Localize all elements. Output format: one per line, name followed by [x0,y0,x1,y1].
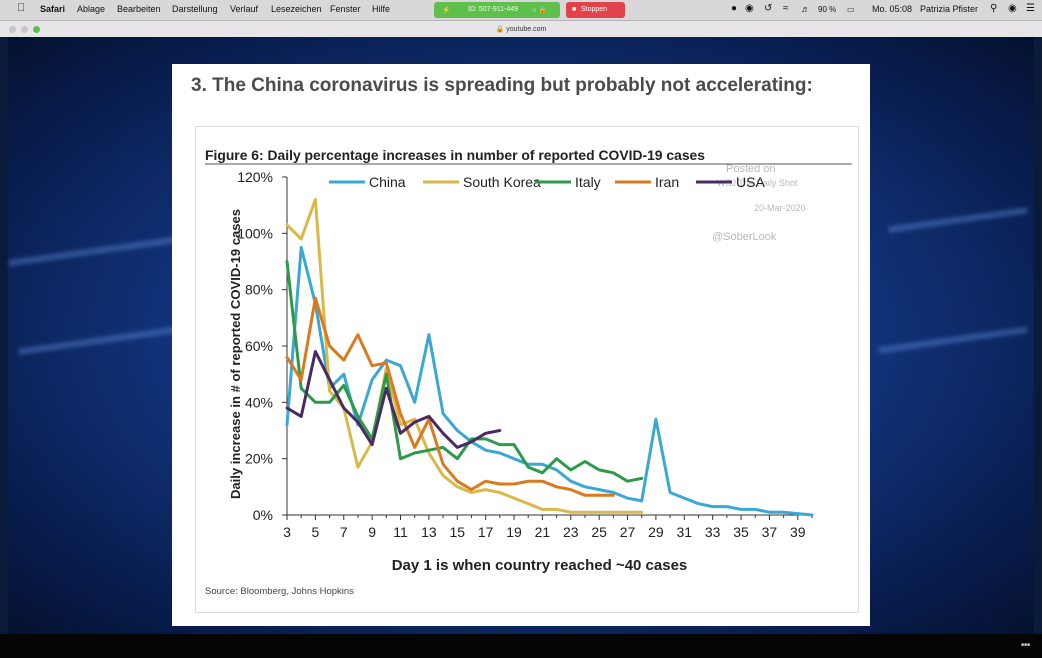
y-tick-label: 120% [237,169,273,185]
chart-title: Figure 6: Daily percentage increases in … [205,147,705,163]
background-light-streak [878,326,1028,354]
meeting-id: ID: 507-911-449 [468,6,519,13]
x-tick-label: 39 [790,524,806,540]
y-tick-label: 100% [237,225,273,241]
apple-menu-icon[interactable]:  [17,2,25,14]
lock-icon: ○ 🔒 [532,7,547,14]
address-bar[interactable]: 🔒 youtube.com [0,25,1042,33]
time-machine-icon[interactable]: ↺ [764,3,773,14]
stop-label: Stoppen [581,6,608,13]
lock-icon: 🔒 [495,26,505,33]
meeting-icon: ⚡ [442,7,451,14]
series-line-iran [285,296,615,497]
x-tick-label: 13 [421,524,437,540]
siri-icon[interactable]: ◉ [1008,3,1017,14]
stop-button[interactable]: ■ Stoppen [566,2,625,18]
x-tick-label: 7 [340,524,348,540]
app-menu[interactable]: Safari [40,4,66,14]
menu-darstellung[interactable]: Darstellung [172,4,218,14]
x-axis-label: Day 1 is when country reached ~40 cases [392,557,688,574]
status-icon[interactable]: ◉ [745,3,754,14]
x-tick-label: 37 [762,524,778,540]
minimize-window-button[interactable] [21,26,28,33]
clock[interactable]: Mo. 05:08 [872,4,913,14]
x-tick-label: 23 [563,524,579,540]
annotation-source: WSJ The Daily Shot [717,178,798,188]
x-tick-label: 27 [620,524,636,540]
battery-icon[interactable]: ▭ [847,5,855,14]
menu-bar:  Safari Ablage Bearbeiten Darstellung V… [0,0,1042,21]
x-tick-label: 11 [393,524,408,540]
menu-hilfe[interactable]: Hilfe [372,4,391,14]
annotation-date: 20-Mar-2020 [754,203,806,213]
legend-label-china: China [369,174,406,190]
spotlight-search-icon[interactable]: ⚲ [990,3,998,14]
menu-ablage[interactable]: Ablage [77,4,106,14]
wifi-icon[interactable]: ≈ [783,3,789,14]
annotation-handle: @SoberLook [712,231,777,243]
battery-percent[interactable]: 90 % [818,5,837,14]
x-tick-label: 3 [283,524,291,540]
series-line-italy [285,260,644,483]
slide: 3. The China coronavirus is spreading bu… [172,64,870,626]
y-tick-label: 60% [245,338,273,354]
channel-watermark-logo: ■■■ [1020,642,1030,648]
x-tick-label: 33 [705,524,721,540]
legend-label-south-korea: South Korea [463,174,541,190]
legend-label-iran: Iran [655,174,679,190]
x-tick-label: 25 [591,524,607,540]
notification-center-icon[interactable]: ☰ [1026,3,1035,14]
x-tick-label: 15 [449,524,465,540]
meeting-status-pill[interactable]: ⚡ ID: 507-911-449 ○ 🔒 [434,2,560,18]
x-tick-label: 21 [535,524,551,540]
x-tick-label: 9 [368,524,376,540]
user-name[interactable]: Patrizia Pfister [920,4,979,14]
x-tick-label: 17 [478,524,494,540]
y-tick-label: 80% [245,282,273,298]
y-tick-label: 40% [245,394,273,410]
y-axis-label: Daily increase in # of reported COVID-19… [228,209,243,499]
url-text: youtube.com [506,26,547,33]
volume-icon[interactable]: ♬ [801,4,810,14]
slide-title: 3. The China coronavirus is spreading bu… [191,75,813,96]
annotation-posted-on: Posted on [726,163,776,175]
source-note: Source: Bloomberg, Johns Hopkins [205,586,354,597]
background-light-streak [888,207,1028,233]
series-line-south-korea [285,198,644,514]
x-tick-label: 35 [733,524,749,540]
legend-label-usa: USA [736,174,765,190]
background-light-streak [8,233,198,267]
x-tick-label: 29 [648,524,664,540]
menu-lesezeichen[interactable]: Lesezeichen [271,4,322,14]
chart-frame [195,126,859,613]
menu-verlauf[interactable]: Verlauf [230,4,259,14]
zoom-window-button[interactable] [33,26,40,33]
browser-title-bar [0,21,1042,37]
y-tick-label: 0% [253,507,273,523]
series-line-china [285,245,814,517]
stop-icon: ■ [572,6,577,13]
menu-bearbeiten[interactable]: Bearbeiten [117,4,161,14]
chart: Figure 6: Daily percentage increases in … [205,147,852,597]
legend-label-italy: Italy [575,174,601,190]
y-tick-label: 20% [245,451,273,467]
series-line-usa [285,350,502,449]
x-tick-label: 19 [506,524,522,540]
menu-fenster[interactable]: Fenster [330,4,361,14]
video-bottom-bar [0,634,1042,658]
close-window-button[interactable] [9,26,16,33]
record-icon[interactable]: ● [731,3,738,14]
background-light-streak [18,325,188,355]
x-tick-label: 5 [311,524,319,540]
x-tick-label: 31 [677,524,693,540]
